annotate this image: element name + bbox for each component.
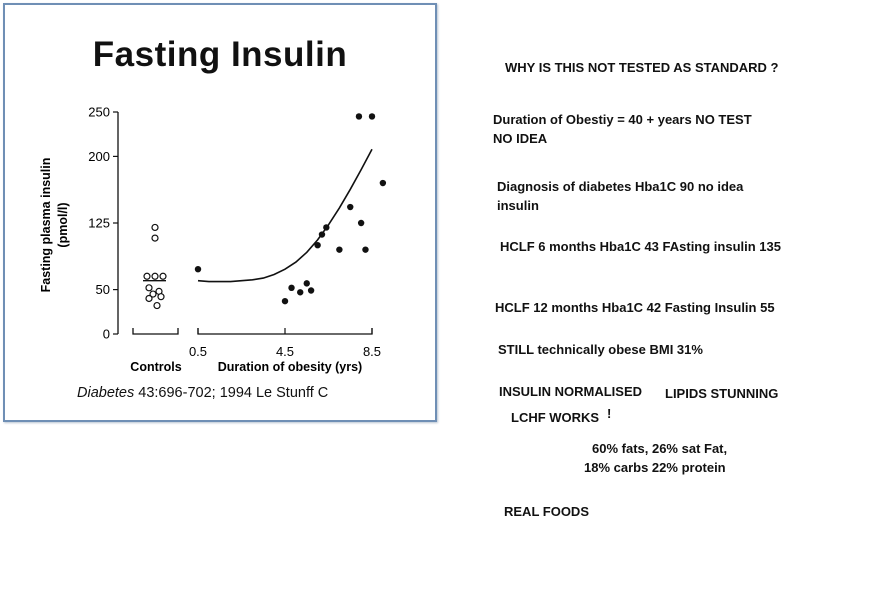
trend-curve: [197, 148, 373, 283]
y-tick-label: 125: [88, 216, 110, 231]
citation-journal: Diabetes: [77, 385, 135, 401]
obese-point: [314, 242, 321, 249]
note-real-foods: REAL FOODS: [504, 504, 589, 519]
controls-label: Controls: [130, 360, 181, 374]
obese-point: [355, 113, 363, 120]
control-point: [151, 272, 159, 280]
note-carbs: 18% carbs 22% protein: [584, 460, 726, 475]
obese-point: [323, 224, 330, 231]
control-point: [149, 290, 157, 298]
x-axis-label: Duration of obesity (yrs): [218, 360, 362, 374]
obese-point: [368, 113, 376, 120]
x-tick-label: 0.5: [189, 344, 207, 359]
obese-point: [303, 280, 310, 287]
scatter-chart: 0 50 125 200 250 Fasting plasma insulin (pmol/…: [39, 105, 387, 374]
obese-point: [297, 289, 304, 296]
control-point: [143, 272, 151, 280]
note-hclf-6-months: HCLF 6 months Hba1C 43 FAsting insulin 1…: [500, 239, 781, 254]
obese-point: [288, 284, 295, 292]
y-axis-unit: (pmol/l): [56, 202, 70, 247]
obese-point: [307, 287, 315, 294]
note-insulin: insulin: [497, 198, 539, 213]
figure-panel: Fasting Insulin 0 50 125 200 250 Fasting plas…: [3, 3, 437, 422]
control-point: [145, 294, 153, 303]
note-exclamation: !: [607, 406, 612, 421]
control-point: [151, 234, 159, 242]
obese-point: [281, 297, 289, 305]
note-duration: Duration of Obestiy = 40 + years NO TEST: [493, 112, 752, 127]
y-tick-label: 0: [103, 327, 110, 342]
note-question: WHY IS THIS NOT TESTED AS STANDARD ?: [505, 60, 779, 75]
chart-title: Fasting Insulin: [92, 35, 348, 74]
obese-point: [362, 246, 369, 253]
y-tick-label: 250: [88, 105, 110, 120]
obese-point: [347, 203, 354, 211]
obese-point: [379, 179, 387, 187]
note-diagnosis: Diagnosis of diabetes Hba1C 90 no idea: [497, 179, 744, 194]
obese-point: [318, 231, 326, 238]
control-point: [151, 223, 159, 232]
note-lchf-works: LCHF WORKS: [511, 410, 600, 425]
y-tick-label: 50: [96, 282, 110, 297]
y-axis-label: Fasting plasma insulin: [39, 158, 53, 293]
note-lipids: LIPIDS STUNNING: [665, 386, 779, 401]
note-no-idea: NO IDEA: [493, 131, 548, 146]
control-point: [145, 284, 153, 292]
y-tick-label: 200: [88, 149, 110, 164]
note-insulin-normalised: INSULIN NORMALISED: [499, 384, 642, 399]
x-tick-label: 4.5: [276, 344, 294, 359]
x-tick-label: 8.5: [363, 344, 381, 359]
obese-point: [357, 219, 365, 227]
note-bmi: STILL technically obese BMI 31%: [498, 342, 703, 357]
note-hclf-12-months: HCLF 12 months Hba1C 42 Fasting Insulin …: [495, 300, 775, 315]
control-point: [153, 301, 161, 310]
citation: Diabetes 43:696-702; 1994 Le Stunff C: [77, 385, 328, 401]
control-point: [159, 272, 167, 280]
control-point: [157, 293, 165, 301]
citation-rest: 43:696-702; 1994 Le Stunff C: [134, 385, 329, 401]
obese-point: [194, 265, 202, 273]
note-fats: 60% fats, 26% sat Fat,: [592, 441, 728, 456]
controls-bracket: [132, 328, 179, 335]
obese-point: [336, 246, 343, 253]
